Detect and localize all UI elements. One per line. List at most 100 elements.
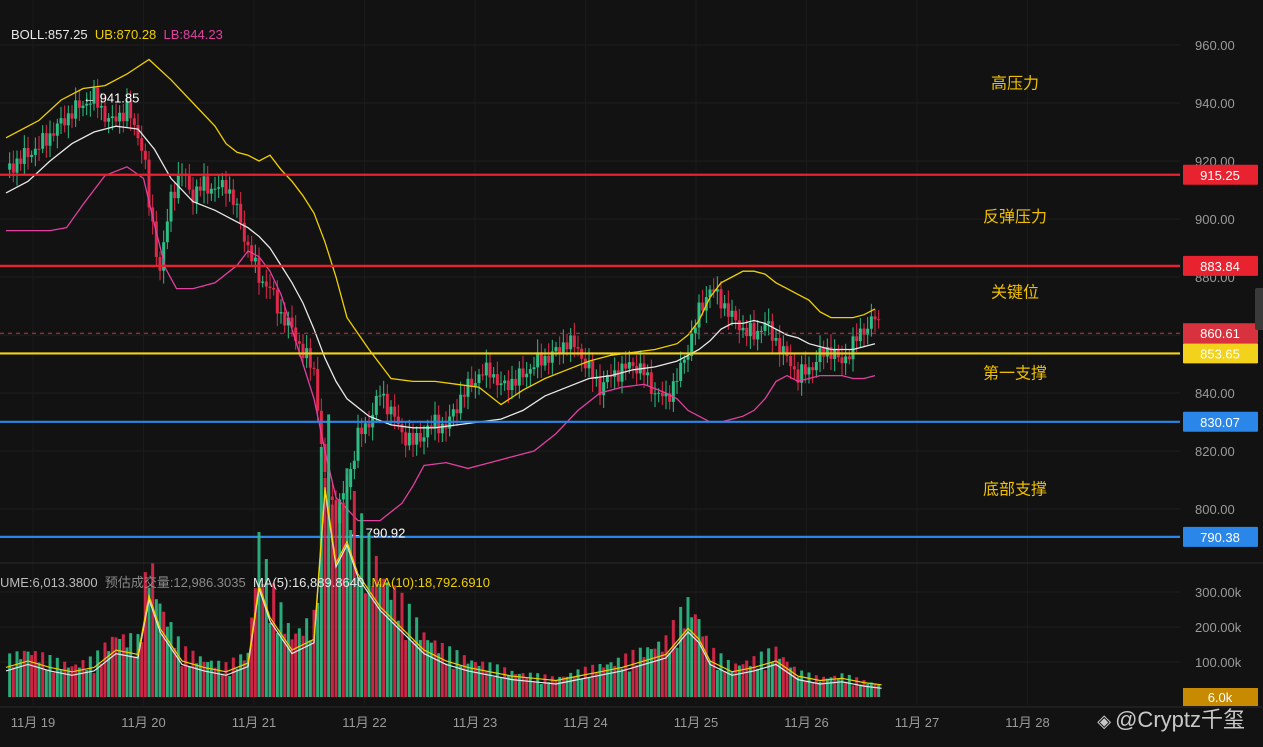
candle-body [264, 281, 268, 287]
candle-body [140, 138, 144, 151]
volume-bar [30, 654, 34, 697]
volume-bar [657, 641, 661, 697]
volume-bar [92, 673, 96, 697]
candle-body [455, 409, 459, 414]
candle-body [48, 133, 52, 146]
volume-bar [576, 669, 580, 697]
volume-bar [305, 618, 309, 697]
candle-body [756, 330, 760, 340]
volume-bar [15, 651, 19, 697]
volume-bar [444, 663, 448, 697]
boll-upper-band [5, 58, 876, 406]
volume-bar [704, 635, 708, 697]
volume-bar [327, 414, 331, 697]
candle-body [187, 175, 191, 190]
level-tag-text: 830.07 [1200, 415, 1240, 430]
candle-body [466, 378, 470, 397]
candle-body [363, 423, 367, 435]
candle-body [818, 348, 822, 363]
level-name-label: 高压力 [991, 75, 1039, 93]
candle-body [602, 382, 606, 396]
volume-bar [554, 680, 558, 697]
candle-body [275, 289, 279, 314]
candle-body [19, 158, 23, 164]
date-tick-label: 11月 23 [453, 715, 498, 730]
volume-bar [26, 651, 30, 697]
candle-body [330, 496, 334, 501]
volume-bar [829, 677, 833, 697]
volume-bar [605, 664, 609, 697]
candle-body [627, 362, 631, 369]
candle-body [191, 189, 195, 203]
candle-body [235, 203, 239, 205]
candle-body [572, 335, 576, 348]
volume-bar [847, 674, 851, 697]
candle-body [81, 105, 85, 108]
volume-bar [268, 622, 272, 697]
candle-body [415, 433, 419, 445]
volume-bar [191, 650, 195, 697]
volume-bar [301, 635, 305, 697]
candle-body [598, 376, 602, 396]
volume-bar [840, 673, 844, 697]
candle-body [477, 374, 481, 384]
candle-body [55, 123, 59, 136]
volume-bar [356, 577, 360, 697]
volume-bar [382, 578, 386, 697]
volume-bar [653, 648, 657, 697]
volume-bar [741, 664, 745, 697]
volume-bar [418, 640, 422, 697]
volume-bar [279, 602, 283, 697]
candle-body [649, 372, 653, 395]
current-price-text: 860.61 [1200, 326, 1240, 341]
volume-bar [495, 664, 499, 697]
volume-bar [176, 636, 180, 697]
candle-body [693, 327, 697, 334]
volume-bar [822, 676, 826, 697]
candle-body [173, 191, 177, 199]
candle-body [844, 356, 848, 364]
candle-body [297, 341, 301, 344]
volume-bar [121, 634, 125, 697]
candle-body [37, 148, 41, 150]
candle-body [492, 374, 496, 378]
candle-body [591, 361, 595, 379]
volume-bar [814, 675, 818, 697]
candle-body [671, 381, 675, 402]
volume-bar [514, 674, 518, 697]
level-price-tag: 883.84 [1183, 255, 1258, 276]
candle-body [715, 289, 719, 292]
candle-body [154, 221, 158, 258]
candle-body [136, 125, 140, 139]
volume-bar [624, 653, 628, 697]
volume-bar [96, 650, 100, 697]
volume-bar [63, 661, 67, 697]
boll-value: BOLL:857.25 [11, 27, 88, 42]
volume-bar [631, 649, 635, 697]
candle-body [701, 302, 705, 311]
volume-bar [481, 661, 485, 697]
candle-body [719, 289, 723, 309]
candle-body [657, 392, 661, 394]
volume-bar [851, 685, 855, 697]
collapse-handle[interactable] [1255, 288, 1263, 330]
volume-bar [396, 620, 400, 697]
candle-body [811, 367, 815, 371]
high-marker: ← 941.85 [83, 91, 139, 106]
candle-body [514, 378, 518, 386]
candle-body [499, 383, 503, 386]
volume-bar [341, 502, 345, 697]
volume-bar [528, 672, 532, 697]
volume-bar [745, 660, 749, 697]
volume-bar [257, 532, 261, 697]
candle-body [385, 393, 389, 415]
candle-body [803, 364, 807, 375]
volume-bar [367, 532, 371, 697]
volume-bar [231, 657, 235, 697]
volume-bar [660, 651, 664, 697]
candle-body [855, 336, 859, 342]
volume-bar [668, 652, 672, 697]
candle-body [825, 347, 829, 357]
